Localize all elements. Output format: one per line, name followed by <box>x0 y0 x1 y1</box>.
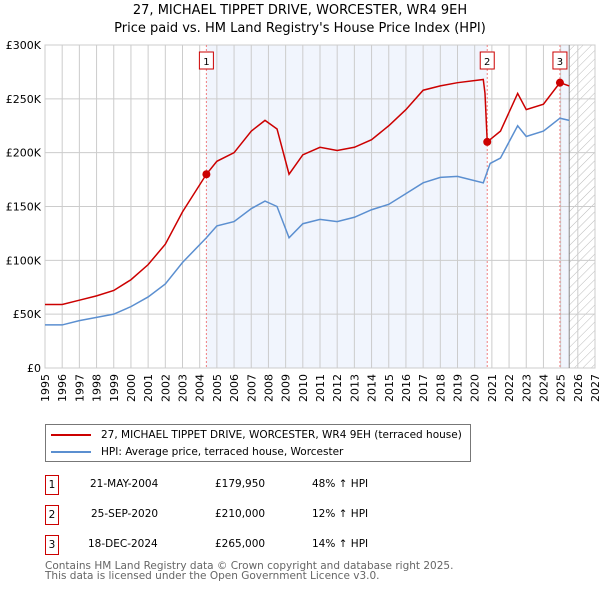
sale-date: 21-MAY-2004 <box>90 478 159 490</box>
x-tick-label: 2006 <box>228 374 241 402</box>
x-tick-label: 2004 <box>194 374 207 402</box>
x-tick-label: 2026 <box>572 374 585 402</box>
x-tick-label: 2027 <box>589 374 600 402</box>
x-tick-label: 1997 <box>73 374 86 402</box>
x-tick-label: 1998 <box>91 374 104 402</box>
sale-marker-label: 1 <box>203 57 209 68</box>
footer: Contains HM Land Registry data © Crown c… <box>45 560 454 582</box>
series-line <box>45 117 570 326</box>
sale-price: £179,950 <box>215 478 266 490</box>
sale-marker-box <box>552 51 568 70</box>
legend-swatch-hpi <box>51 450 91 453</box>
y-tick-label: £300K <box>6 39 42 52</box>
x-tick-label: 2001 <box>142 374 155 402</box>
x-tick-label: 2002 <box>159 374 172 402</box>
sale-hpi: 14% ↑ HPI <box>312 538 369 550</box>
x-tick-label: 2008 <box>262 374 275 402</box>
price-chart: 1995 1996 1997 1998 1999 2000 2001 2002 2003 2004… <box>6 39 600 402</box>
x-tick-label: 2021 <box>486 374 499 402</box>
x-tick-label: 2000 <box>125 374 138 402</box>
sale-point <box>555 78 564 87</box>
sale-number: 1 <box>45 475 59 495</box>
x-tick-label: 2024 <box>537 374 550 402</box>
x-tick-label: 2022 <box>503 374 516 402</box>
sale-number: 3 <box>45 535 59 555</box>
x-tick-label: 1995 <box>39 374 52 402</box>
chart-title: 27, MICHAEL TIPPET DRIVE, WORCESTER, WR4… <box>132 3 468 18</box>
x-tick-label: 2011 <box>314 374 327 402</box>
x-tick-label: 2016 <box>400 374 413 402</box>
plot-frame <box>44 44 596 369</box>
x-tick-label: 2015 <box>383 374 396 402</box>
sale-hpi: 48% ↑ HPI <box>312 478 369 490</box>
sale-price: £265,000 <box>215 538 266 550</box>
x-tick-label: 2009 <box>280 374 293 402</box>
x-tick-label: 2025 <box>555 374 568 402</box>
footer-line: This data is licensed under the Open Gov… <box>45 570 380 582</box>
sale-date: 25-SEP-2020 <box>91 508 159 520</box>
chart-subtitle: Price paid vs. HM Land Registry's House … <box>114 21 486 36</box>
x-tick-label: 2005 <box>211 374 224 402</box>
x-tick-label: 2019 <box>452 374 465 402</box>
sale-hpi: 12% ↑ HPI <box>312 508 369 520</box>
legend-swatch-property <box>51 433 91 436</box>
x-tick-label: 1999 <box>108 374 121 402</box>
sale-point <box>483 137 492 146</box>
x-tick-label: 2012 <box>331 374 344 402</box>
sale-date: 18-DEC-2024 <box>88 538 158 550</box>
x-tick-label: 2017 <box>417 374 430 402</box>
x-tick-label: 2007 <box>245 374 258 402</box>
x-tick-label: 2018 <box>434 374 447 402</box>
legend: 27, MICHAEL TIPPET DRIVE, WORCESTER, WR4… <box>45 424 471 462</box>
footer-line: Contains HM Land Registry data © Crown c… <box>45 560 454 572</box>
sale-marker-label: 2 <box>484 57 490 68</box>
legend-label-property: 27, MICHAEL TIPPET DRIVE, WORCESTER, WR4… <box>101 428 462 441</box>
y-tick-label: £200K <box>6 147 42 160</box>
sale-price: £210,000 <box>215 508 266 520</box>
series-line <box>45 78 570 306</box>
sale-marker-box <box>479 51 495 70</box>
x-tick-label: 2010 <box>297 374 310 402</box>
y-tick-label: £150K <box>6 201 42 214</box>
y-tick-label: £50K <box>13 308 42 321</box>
sale-marker-label: 3 <box>557 57 563 68</box>
x-tick-label: 2023 <box>520 374 533 402</box>
sale-marker-box <box>198 51 214 70</box>
y-tick-label: £250K <box>6 93 42 106</box>
y-tick-label: £0 <box>27 362 41 375</box>
sale-point <box>202 170 211 179</box>
x-tick-label: 2014 <box>366 374 379 402</box>
x-tick-label: 2003 <box>177 374 190 402</box>
legend-label-hpi: HPI: Average price, terraced house, Worc… <box>101 445 344 458</box>
x-tick-label: 1996 <box>56 374 69 402</box>
sale-number: 2 <box>45 505 59 525</box>
x-tick-label: 2013 <box>348 374 361 402</box>
y-tick-label: £100K <box>6 254 42 267</box>
x-tick-label: 2020 <box>469 374 482 402</box>
